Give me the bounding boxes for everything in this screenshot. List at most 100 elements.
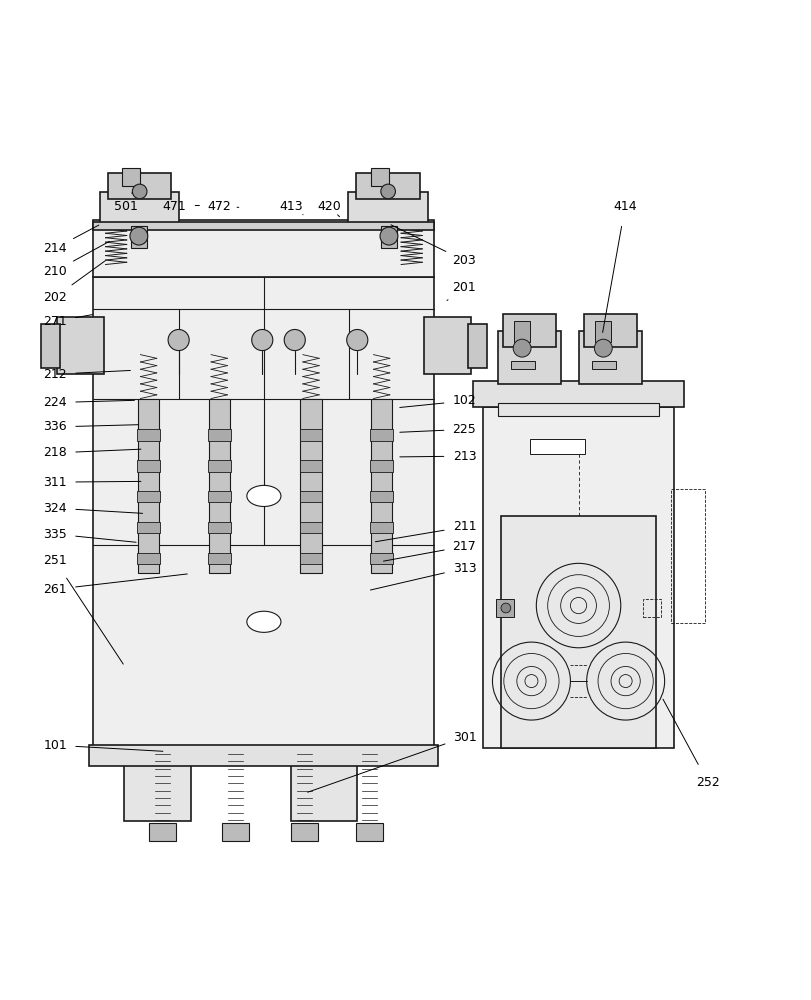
Text: 271: 271 <box>43 315 67 328</box>
Text: 252: 252 <box>695 776 719 789</box>
Bar <box>93 222 434 230</box>
Bar <box>370 429 393 441</box>
Bar <box>670 489 704 623</box>
Circle shape <box>132 184 147 199</box>
Bar <box>299 460 322 472</box>
Bar <box>41 324 60 368</box>
Bar <box>122 168 139 186</box>
Circle shape <box>168 329 189 351</box>
Bar <box>510 361 534 369</box>
Bar <box>380 226 397 248</box>
Text: 414: 414 <box>612 200 637 213</box>
Bar <box>93 277 434 748</box>
Text: 213: 213 <box>452 450 476 463</box>
Bar <box>299 491 322 502</box>
Text: 217: 217 <box>452 540 476 553</box>
Text: 211: 211 <box>452 520 476 533</box>
Bar <box>290 748 357 821</box>
Text: 210: 210 <box>43 265 67 278</box>
Bar <box>208 522 230 533</box>
Bar <box>299 553 322 564</box>
Bar <box>467 324 487 368</box>
Circle shape <box>284 329 305 351</box>
Text: 471: 471 <box>162 200 187 213</box>
Bar <box>208 398 230 573</box>
Text: 413: 413 <box>278 200 303 213</box>
Bar <box>356 173 419 199</box>
Text: 336: 336 <box>43 420 67 433</box>
Bar <box>370 522 393 533</box>
Bar <box>208 460 230 472</box>
Circle shape <box>251 329 272 351</box>
Bar <box>299 429 322 441</box>
Bar <box>208 553 230 564</box>
Text: 311: 311 <box>43 476 67 489</box>
Bar <box>124 748 191 821</box>
Bar <box>423 317 470 374</box>
Bar <box>137 429 160 441</box>
Bar <box>473 381 683 407</box>
Text: 224: 224 <box>43 396 67 409</box>
Text: 324: 324 <box>43 502 67 515</box>
Text: 501: 501 <box>114 200 138 213</box>
Circle shape <box>130 227 148 245</box>
Bar <box>148 823 176 841</box>
Circle shape <box>380 227 397 245</box>
Bar <box>642 599 660 617</box>
Text: 214: 214 <box>43 242 67 255</box>
Bar <box>483 407 673 748</box>
Bar <box>370 491 393 502</box>
Bar <box>221 823 249 841</box>
Text: 218: 218 <box>43 446 67 459</box>
Bar <box>496 599 513 617</box>
Bar <box>578 331 642 384</box>
Text: 313: 313 <box>452 562 476 575</box>
Bar <box>57 317 104 374</box>
Bar <box>137 522 160 533</box>
Ellipse shape <box>247 611 281 632</box>
Text: 251: 251 <box>43 554 67 567</box>
Circle shape <box>380 184 395 199</box>
Text: 420: 420 <box>316 200 341 213</box>
Bar <box>497 403 659 416</box>
Bar <box>500 516 655 748</box>
Bar <box>513 321 530 342</box>
Bar <box>497 331 560 384</box>
Bar <box>108 173 171 199</box>
Circle shape <box>513 339 530 357</box>
Text: 225: 225 <box>452 423 476 436</box>
Bar <box>137 553 160 564</box>
Text: 202: 202 <box>43 291 67 304</box>
Circle shape <box>500 603 510 613</box>
Bar <box>502 314 556 347</box>
Circle shape <box>594 339 611 357</box>
Text: 301: 301 <box>452 731 476 744</box>
Text: 102: 102 <box>452 394 476 407</box>
Text: 261: 261 <box>43 583 67 596</box>
Bar <box>371 168 388 186</box>
Bar <box>583 314 637 347</box>
Bar <box>348 192 427 226</box>
Bar <box>100 192 179 226</box>
Bar <box>208 429 230 441</box>
Bar <box>89 745 438 766</box>
Text: 212: 212 <box>43 368 67 381</box>
Bar <box>137 491 160 502</box>
Bar <box>290 823 318 841</box>
Text: 101: 101 <box>43 739 67 752</box>
Bar <box>299 522 322 533</box>
Text: 201: 201 <box>452 281 476 294</box>
Bar <box>530 439 585 454</box>
Text: 203: 203 <box>452 254 476 267</box>
Circle shape <box>346 329 367 351</box>
Bar <box>371 398 392 573</box>
Bar <box>131 226 147 248</box>
Text: 472: 472 <box>207 200 231 213</box>
Bar <box>138 398 159 573</box>
Bar <box>93 220 434 277</box>
Bar <box>370 553 393 564</box>
Bar <box>300 398 321 573</box>
Bar <box>137 460 160 472</box>
Text: 335: 335 <box>43 528 67 541</box>
Bar <box>208 491 230 502</box>
